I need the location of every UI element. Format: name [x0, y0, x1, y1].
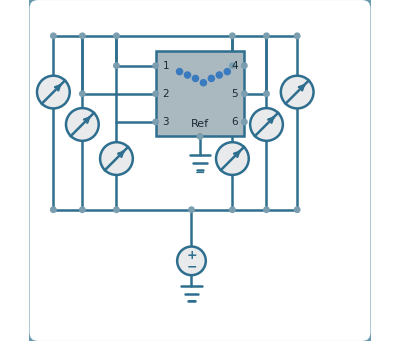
Circle shape	[66, 108, 99, 141]
Circle shape	[176, 69, 183, 75]
Text: 6: 6	[232, 117, 238, 127]
Circle shape	[114, 207, 119, 212]
Circle shape	[80, 33, 85, 39]
Circle shape	[250, 108, 283, 141]
Circle shape	[264, 207, 269, 212]
Text: −: −	[186, 261, 197, 273]
Circle shape	[80, 91, 85, 97]
Circle shape	[114, 33, 119, 39]
Circle shape	[242, 63, 247, 68]
Circle shape	[264, 91, 269, 97]
Circle shape	[197, 134, 203, 139]
Circle shape	[216, 72, 222, 78]
Circle shape	[264, 33, 269, 39]
Text: +: +	[186, 249, 197, 262]
Circle shape	[294, 207, 300, 212]
FancyBboxPatch shape	[156, 51, 244, 136]
Circle shape	[242, 91, 247, 97]
Circle shape	[230, 63, 235, 68]
Circle shape	[153, 63, 158, 68]
Circle shape	[184, 72, 190, 78]
Text: 1: 1	[162, 61, 169, 71]
Text: Ref: Ref	[191, 119, 209, 129]
Circle shape	[37, 76, 70, 108]
Circle shape	[153, 119, 158, 125]
Circle shape	[80, 207, 85, 212]
Circle shape	[192, 75, 198, 81]
Text: −: −	[195, 167, 205, 180]
Circle shape	[177, 247, 206, 275]
Text: −: −	[186, 295, 197, 308]
Circle shape	[208, 75, 214, 81]
Circle shape	[281, 76, 314, 108]
Circle shape	[230, 33, 235, 39]
Circle shape	[294, 33, 300, 39]
Text: 3: 3	[162, 117, 169, 127]
Circle shape	[230, 207, 235, 212]
Circle shape	[224, 69, 230, 75]
Circle shape	[100, 142, 133, 175]
Circle shape	[51, 207, 56, 212]
Circle shape	[114, 63, 119, 68]
Circle shape	[153, 91, 158, 97]
Text: 5: 5	[232, 89, 238, 99]
Text: 4: 4	[232, 61, 238, 71]
Circle shape	[216, 142, 249, 175]
FancyBboxPatch shape	[28, 0, 372, 341]
Circle shape	[51, 33, 56, 39]
Circle shape	[189, 207, 194, 212]
Circle shape	[242, 119, 247, 125]
Text: 2: 2	[162, 89, 169, 99]
Circle shape	[200, 79, 206, 86]
